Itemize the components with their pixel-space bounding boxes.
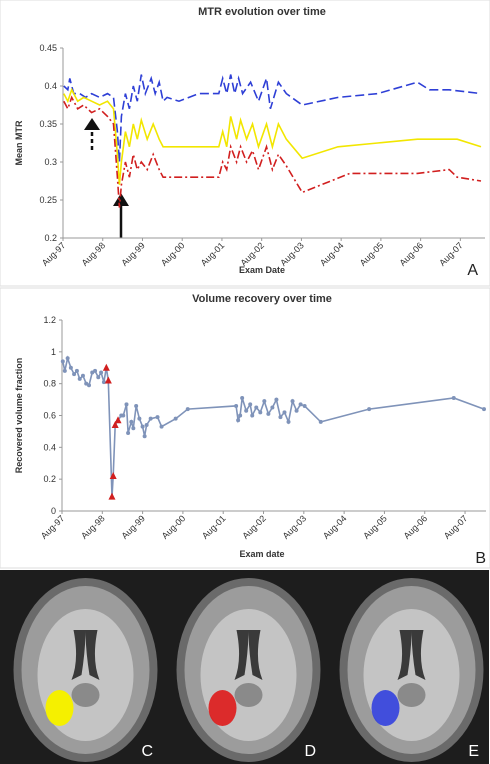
y-tick-label: 0.45	[39, 43, 57, 53]
chart-title: MTR evolution over time	[198, 6, 326, 18]
point-marker	[87, 383, 91, 387]
x-axis-label: Exam date	[239, 549, 284, 559]
point-marker	[240, 396, 244, 400]
point-marker	[367, 407, 371, 411]
mri-row: C D E	[0, 570, 489, 764]
point-marker	[61, 359, 65, 363]
point-marker	[278, 415, 282, 419]
point-marker	[303, 404, 307, 408]
point-marker	[66, 356, 70, 360]
y-tick-label: 0.4	[44, 81, 57, 91]
y-tick-label: 0.3	[44, 157, 57, 167]
panel-label: A	[467, 262, 478, 279]
mri-panel: E	[326, 570, 489, 764]
point-marker	[143, 434, 147, 438]
point-marker	[174, 417, 178, 421]
lesion	[372, 690, 400, 726]
point-marker	[75, 369, 79, 373]
y-tick-label: 1.2	[43, 315, 56, 325]
point-marker	[262, 399, 266, 403]
y-tick-label: 0.2	[44, 233, 57, 243]
point-marker	[69, 366, 73, 370]
point-marker	[81, 374, 85, 378]
point-marker	[254, 406, 258, 410]
point-marker	[145, 423, 149, 427]
point-marker	[238, 414, 242, 418]
point-marker	[482, 407, 486, 411]
figure: CDE MTR evolution over timeExam DateMean…	[0, 0, 490, 764]
point-marker	[96, 375, 100, 379]
point-marker	[295, 409, 299, 413]
point-marker	[129, 420, 133, 424]
point-marker	[452, 396, 456, 400]
point-marker	[78, 377, 82, 381]
mri-panel: D	[163, 570, 326, 764]
point-marker	[186, 407, 190, 411]
point-marker	[234, 404, 238, 408]
point-marker	[258, 410, 262, 414]
y-tick-label: 0.25	[39, 195, 57, 205]
point-marker	[270, 406, 274, 410]
chart-title: Volume recovery over time	[192, 293, 332, 305]
panel-label: B	[475, 550, 486, 567]
point-marker	[160, 425, 164, 429]
panel-label: C	[141, 743, 153, 760]
point-marker	[266, 412, 270, 416]
point-marker	[236, 418, 240, 422]
point-marker	[121, 414, 125, 418]
y-axis-label: Recovered volume fraction	[14, 358, 24, 474]
point-marker	[134, 404, 138, 408]
midbrain	[398, 683, 426, 707]
y-tick-label: 0.2	[43, 474, 56, 484]
point-marker	[319, 420, 323, 424]
point-marker	[291, 399, 295, 403]
point-marker	[287, 420, 291, 424]
y-tick-label: 0	[51, 506, 56, 516]
point-marker	[299, 402, 303, 406]
y-axis-label: Mean MTR	[14, 120, 24, 166]
point-marker	[282, 410, 286, 414]
point-marker	[72, 372, 76, 376]
panel-label: D	[304, 743, 316, 760]
y-tick-label: 0.4	[43, 442, 56, 452]
point-marker	[99, 371, 103, 375]
point-marker	[156, 415, 160, 419]
point-marker	[141, 425, 145, 429]
lesion	[209, 690, 237, 726]
mri-panel: C	[0, 570, 163, 764]
point-marker	[248, 402, 252, 406]
point-marker	[137, 417, 141, 421]
y-tick-label: 0.6	[43, 411, 56, 421]
y-tick-label: 0.8	[43, 379, 56, 389]
y-tick-label: 0.35	[39, 119, 57, 129]
point-marker	[149, 417, 153, 421]
point-marker	[244, 409, 248, 413]
point-marker	[274, 398, 278, 402]
point-marker	[250, 414, 254, 418]
midbrain	[72, 683, 100, 707]
point-marker	[63, 369, 67, 373]
point-marker	[126, 431, 130, 435]
panel-label: E	[468, 743, 479, 760]
y-tick-label: 1	[51, 347, 56, 357]
midbrain	[235, 683, 263, 707]
point-marker	[93, 369, 97, 373]
point-marker	[131, 426, 135, 430]
point-marker	[124, 402, 128, 406]
lesion	[46, 690, 74, 726]
page: {"chart_data": [ {"type": "line", "title…	[0, 0, 490, 764]
